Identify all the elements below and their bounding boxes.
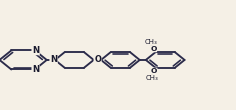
Text: O: O <box>150 46 157 52</box>
Text: CH₃: CH₃ <box>145 39 158 45</box>
Text: N: N <box>32 65 39 74</box>
Text: O: O <box>94 55 101 64</box>
Text: CH₃: CH₃ <box>146 75 158 81</box>
Text: O: O <box>151 68 157 74</box>
Text: N: N <box>32 46 39 55</box>
Text: N: N <box>50 55 57 64</box>
